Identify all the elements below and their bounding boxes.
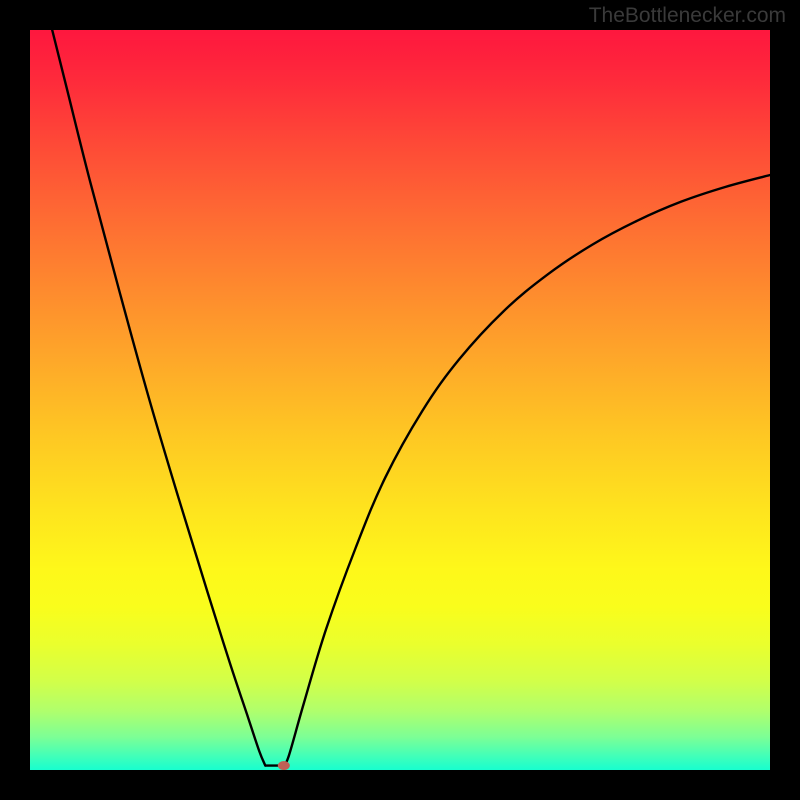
watermark-text: TheBottlenecker.com (589, 4, 786, 28)
bottleneck-chart (0, 0, 800, 800)
min-marker (278, 761, 290, 770)
chart-frame: TheBottlenecker.com (0, 0, 800, 800)
